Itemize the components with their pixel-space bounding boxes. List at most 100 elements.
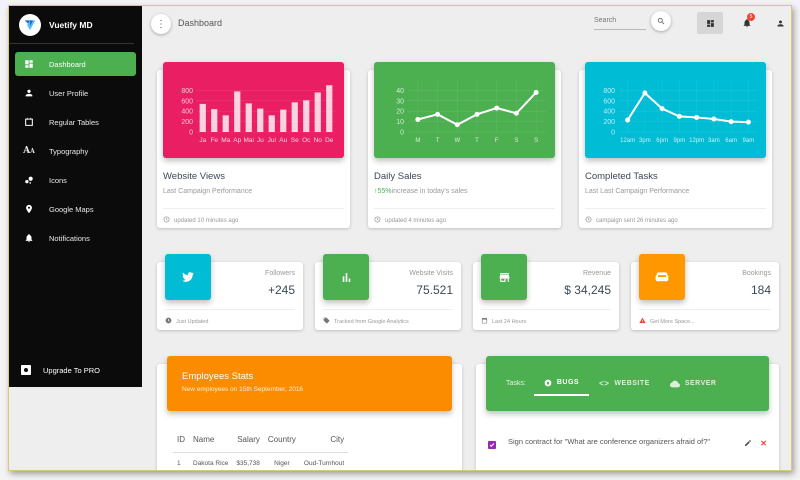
dashboard-icon — [706, 19, 714, 27]
svg-text:M: M — [415, 138, 420, 144]
svg-text:40: 40 — [396, 88, 404, 95]
stat-value: 75.521 — [416, 283, 453, 297]
svg-text:9am: 9am — [743, 138, 755, 144]
svg-text:400: 400 — [603, 109, 615, 116]
svg-text:800: 800 — [181, 88, 193, 95]
notifications-button[interactable]: 5 — [734, 12, 760, 34]
svg-text:10: 10 — [396, 119, 404, 126]
tasks-header: Tasks: BUGS <> WEBSITE SERVER — [486, 356, 769, 411]
search-button[interactable] — [651, 11, 671, 31]
footer-text: updated 4 minutes ago — [385, 217, 447, 224]
clock-icon — [585, 216, 592, 225]
completed-tasks-chart: 0 200 400 600 800 12am 3pm 6pm 9pm 12pm 3am 6am 9am — [585, 62, 766, 158]
sidebar-item-icons[interactable]: Icons — [15, 168, 136, 192]
brand[interactable]: Vuetify MD — [9, 6, 134, 44]
stat-footer: Just Updated — [165, 309, 295, 326]
tab-website[interactable]: <> WEBSITE — [589, 372, 660, 396]
arrow-up-icon: ↑ — [374, 188, 378, 195]
tab-bugs[interactable]: BUGS — [533, 372, 590, 396]
edit-icon[interactable] — [744, 439, 752, 449]
stat-value: +245 — [267, 283, 295, 297]
svg-text:De: De — [325, 137, 334, 144]
svg-text:30: 30 — [396, 98, 404, 105]
sidebar-item-user-profile[interactable]: User Profile — [15, 81, 136, 105]
tab-label: SERVER — [684, 380, 717, 387]
svg-text:Jul: Jul — [268, 137, 277, 144]
card-footer: campaign sent 26 minutes ago — [585, 208, 766, 225]
dashboard-button[interactable] — [697, 12, 723, 34]
bell-icon — [743, 19, 751, 28]
user-button[interactable] — [767, 12, 791, 34]
footer-text: updated 10 minutes ago — [174, 217, 239, 224]
sidebar-item-label: Icons — [49, 175, 67, 185]
notification-badge: 5 — [747, 13, 755, 21]
task-checkbox[interactable] — [488, 441, 496, 449]
cell-id: 1 — [177, 460, 181, 467]
svg-text:200: 200 — [181, 119, 193, 126]
code-icon: <> — [599, 379, 610, 388]
card-subtitle: New employees on 15th September, 2016 — [182, 386, 304, 393]
tag-icon — [323, 317, 330, 326]
card-subtitle: ↑55%increase in today's sales — [374, 188, 468, 195]
svg-text:Oc: Oc — [302, 137, 311, 144]
clock-icon — [374, 216, 381, 225]
upgrade-to-pro-link[interactable]: Upgrade To PRO — [15, 359, 136, 381]
svg-text:0: 0 — [189, 130, 193, 137]
svg-text:400: 400 — [181, 109, 193, 116]
tab-server[interactable]: SERVER — [660, 372, 727, 396]
sidebar-item-notifications[interactable]: Notifications — [15, 226, 136, 250]
cell-salary: $35,738 — [236, 460, 260, 467]
column-header-name[interactable]: Name — [189, 430, 233, 453]
cell-country: Niger — [274, 460, 290, 467]
svg-text:6pm: 6pm — [656, 138, 668, 144]
person-icon — [777, 20, 783, 26]
sidebar-item-dashboard[interactable]: Dashboard — [15, 52, 136, 76]
brand-name: Vuetify MD — [49, 19, 93, 30]
svg-text:3am: 3am — [708, 138, 720, 144]
footer-text: Tracked from Google Analytics — [334, 318, 409, 325]
svg-text:T: T — [436, 138, 440, 144]
tab-label: WEBSITE — [614, 380, 650, 387]
daily-sales-card: 0 10 20 30 40 M T W T F S S Daily Sales ↑55%increas… — [368, 62, 561, 228]
svg-text:12am: 12am — [620, 138, 635, 144]
close-icon[interactable]: ✕ — [760, 439, 767, 448]
search-input[interactable]: Search — [594, 16, 646, 30]
sidebar-item-google-maps[interactable]: Google Maps — [15, 197, 136, 221]
menu-toggle-button[interactable]: ⋮ — [151, 14, 171, 34]
get-more-space-link[interactable]: Get More Space... — [650, 318, 695, 325]
vuetify-logo-icon — [19, 13, 41, 36]
upgrade-label: Upgrade To PRO — [43, 365, 100, 375]
completed-tasks-card: 0 200 400 600 800 12am 3pm 6pm 9pm 12pm 3am 6am 9am … — [579, 62, 772, 228]
svg-text:12pm: 12pm — [689, 138, 704, 144]
svg-text:Ap: Ap — [233, 137, 241, 144]
svg-text:Au: Au — [279, 137, 287, 144]
column-header-city[interactable]: City — [299, 430, 349, 453]
stat-value: 184 — [750, 283, 771, 297]
svg-text:F: F — [495, 138, 499, 144]
cell-city: Oud-Turnhout — [303, 460, 345, 467]
increase-percent: 55% — [377, 188, 392, 195]
sidebar-item-label: Dashboard — [49, 59, 86, 69]
column-header-id[interactable]: ID — [173, 430, 189, 453]
card-title: Employees Stats — [182, 371, 254, 382]
footer-text: Just Updated — [176, 318, 209, 325]
sidebar-item-regular-tables[interactable]: Regular Tables — [15, 110, 136, 134]
tab-label: BUGS — [556, 379, 580, 386]
top-toolbar: ⋮ Dashboard Search 5 — [142, 6, 791, 42]
website-visits-card: Website Visits 75.521 Tracked from Googl… — [315, 254, 461, 330]
table-row: 1 Dakota Rice $35,738 Niger Oud-Turnhout — [173, 453, 348, 471]
card-title: Completed Tasks — [585, 171, 658, 182]
svg-text:Se: Se — [291, 137, 299, 144]
column-header-country[interactable]: Country — [263, 430, 300, 453]
column-header-salary[interactable]: Salary — [232, 430, 264, 453]
person-icon — [23, 87, 35, 99]
daily-sales-chart: 0 10 20 30 40 M T W T F S S — [374, 62, 555, 158]
twitter-icon — [165, 254, 211, 300]
svg-text:T: T — [475, 138, 479, 144]
svg-text:0: 0 — [611, 130, 615, 137]
stat-label: Bookings — [742, 270, 771, 277]
svg-text:200: 200 — [603, 119, 615, 126]
card-title: Website Views — [163, 171, 225, 182]
